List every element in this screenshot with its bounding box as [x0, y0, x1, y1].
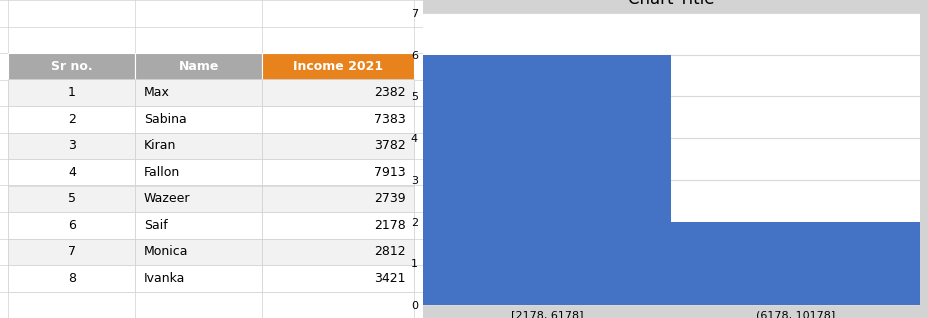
Bar [8, 53, 135, 80]
Text: Max: Max [144, 86, 170, 99]
Text: 8: 8 [68, 272, 76, 285]
Text: 5: 5 [68, 192, 76, 205]
Text: 7383: 7383 [374, 113, 406, 126]
Text: 3: 3 [68, 139, 76, 152]
Text: Name: Name [178, 60, 219, 73]
Bar [135, 53, 262, 80]
Bar [262, 238, 414, 265]
Bar [135, 133, 262, 159]
Bar [670, 222, 919, 305]
Text: Monica: Monica [144, 245, 188, 258]
Text: 2739: 2739 [374, 192, 406, 205]
Text: 6: 6 [68, 219, 76, 232]
Text: 2382: 2382 [374, 86, 406, 99]
Text: Ivanka: Ivanka [144, 272, 185, 285]
Bar [8, 238, 135, 265]
Text: 3421: 3421 [374, 272, 406, 285]
Bar [262, 159, 414, 185]
Text: 4: 4 [68, 166, 76, 179]
Text: 3782: 3782 [374, 139, 406, 152]
Bar [8, 133, 135, 159]
Text: 2812: 2812 [374, 245, 406, 258]
Bar [422, 54, 670, 305]
Bar [262, 212, 414, 238]
Bar [262, 265, 414, 292]
Bar [262, 185, 414, 212]
Bar [135, 265, 262, 292]
Text: Fallon: Fallon [144, 166, 180, 179]
Bar [135, 212, 262, 238]
Text: Sabina: Sabina [144, 113, 187, 126]
Bar [135, 238, 262, 265]
Bar [135, 185, 262, 212]
Text: 7913: 7913 [374, 166, 406, 179]
Title: Chart Title: Chart Title [627, 0, 714, 8]
Bar [262, 133, 414, 159]
Bar [262, 53, 414, 80]
Bar [262, 80, 414, 106]
Bar [8, 265, 135, 292]
Bar [135, 106, 262, 133]
Bar [262, 106, 414, 133]
Bar [8, 159, 135, 185]
Bar [135, 159, 262, 185]
Text: Income 2021: Income 2021 [292, 60, 383, 73]
Text: 1: 1 [68, 86, 76, 99]
Text: Wazeer: Wazeer [144, 192, 190, 205]
Text: 2: 2 [68, 113, 76, 126]
Text: 2178: 2178 [374, 219, 406, 232]
Bar [8, 106, 135, 133]
Text: 7: 7 [68, 245, 76, 258]
Bar [8, 212, 135, 238]
Bar [8, 185, 135, 212]
Text: Kiran: Kiran [144, 139, 176, 152]
Text: Sr no.: Sr no. [51, 60, 93, 73]
Bar [8, 80, 135, 106]
Bar [135, 80, 262, 106]
Text: Saif: Saif [144, 219, 167, 232]
